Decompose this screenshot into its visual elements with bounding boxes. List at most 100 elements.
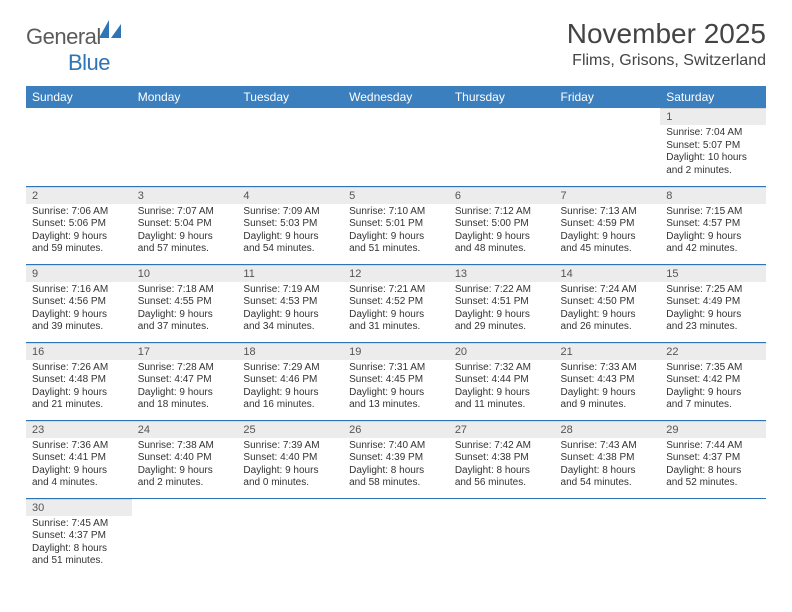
day-details: Sunrise: 7:04 AMSunset: 5:07 PMDaylight:… [660,125,766,181]
sunset-text: Sunset: 5:03 PM [243,218,337,231]
day-number: 29 [660,421,766,438]
location-text: Flims, Grisons, Switzerland [567,52,766,70]
day-details: Sunrise: 7:09 AMSunset: 5:03 PMDaylight:… [237,204,343,260]
day-number [237,499,343,503]
day-number [26,108,132,112]
day-number: 14 [555,265,661,282]
day-cell [26,108,132,186]
day-details: Sunrise: 7:42 AMSunset: 4:38 PMDaylight:… [449,438,555,494]
daylight-text: Daylight: 9 hours and 0 minutes. [243,465,337,490]
sunset-text: Sunset: 4:56 PM [32,296,126,309]
daylight-text: Daylight: 9 hours and 34 minutes. [243,309,337,334]
day-details: Sunrise: 7:38 AMSunset: 4:40 PMDaylight:… [132,438,238,494]
day-details: Sunrise: 7:36 AMSunset: 4:41 PMDaylight:… [26,438,132,494]
col-header: Sunday [26,86,132,108]
sunrise-text: Sunrise: 7:26 AM [32,362,126,375]
sunset-text: Sunset: 5:06 PM [32,218,126,231]
daylight-text: Daylight: 9 hours and 48 minutes. [455,231,549,256]
day-number [660,499,766,503]
day-number: 28 [555,421,661,438]
sunrise-text: Sunrise: 7:31 AM [349,362,443,375]
sunrise-text: Sunrise: 7:39 AM [243,440,337,453]
daylight-text: Daylight: 9 hours and 7 minutes. [666,387,760,412]
day-number [449,499,555,503]
day-number [132,499,238,503]
day-cell [343,108,449,186]
day-cell: 8Sunrise: 7:15 AMSunset: 4:57 PMDaylight… [660,186,766,264]
sunrise-text: Sunrise: 7:42 AM [455,440,549,453]
sunrise-text: Sunrise: 7:28 AM [138,362,232,375]
header-bar: GeneralBlue November 2025 Flims, Grisons… [26,18,766,76]
day-details: Sunrise: 7:26 AMSunset: 4:48 PMDaylight:… [26,360,132,416]
month-title: November 2025 [567,18,766,50]
col-header: Friday [555,86,661,108]
week-row: 9Sunrise: 7:16 AMSunset: 4:56 PMDaylight… [26,264,766,342]
day-number [555,499,661,503]
sunset-text: Sunset: 4:45 PM [349,374,443,387]
daylight-text: Daylight: 9 hours and 37 minutes. [138,309,232,334]
daylight-text: Daylight: 9 hours and 11 minutes. [455,387,549,412]
daylight-text: Daylight: 9 hours and 2 minutes. [138,465,232,490]
day-cell: 20Sunrise: 7:32 AMSunset: 4:44 PMDayligh… [449,342,555,420]
daylight-text: Daylight: 9 hours and 39 minutes. [32,309,126,334]
day-cell: 15Sunrise: 7:25 AMSunset: 4:49 PMDayligh… [660,264,766,342]
daylight-text: Daylight: 8 hours and 51 minutes. [32,543,126,568]
day-cell: 21Sunrise: 7:33 AMSunset: 4:43 PMDayligh… [555,342,661,420]
sunrise-text: Sunrise: 7:43 AM [561,440,655,453]
day-cell: 12Sunrise: 7:21 AMSunset: 4:52 PMDayligh… [343,264,449,342]
day-cell [555,108,661,186]
daylight-text: Daylight: 9 hours and 42 minutes. [666,231,760,256]
sunrise-text: Sunrise: 7:44 AM [666,440,760,453]
daylight-text: Daylight: 9 hours and 26 minutes. [561,309,655,334]
sunset-text: Sunset: 4:40 PM [243,452,337,465]
day-cell [660,498,766,576]
sunset-text: Sunset: 4:51 PM [455,296,549,309]
day-number: 8 [660,187,766,204]
day-details: Sunrise: 7:35 AMSunset: 4:42 PMDaylight:… [660,360,766,416]
sunrise-text: Sunrise: 7:38 AM [138,440,232,453]
sunset-text: Sunset: 5:07 PM [666,140,760,153]
day-number: 25 [237,421,343,438]
day-cell: 11Sunrise: 7:19 AMSunset: 4:53 PMDayligh… [237,264,343,342]
day-cell: 18Sunrise: 7:29 AMSunset: 4:46 PMDayligh… [237,342,343,420]
day-details: Sunrise: 7:15 AMSunset: 4:57 PMDaylight:… [660,204,766,260]
day-details: Sunrise: 7:24 AMSunset: 4:50 PMDaylight:… [555,282,661,338]
day-details: Sunrise: 7:43 AMSunset: 4:38 PMDaylight:… [555,438,661,494]
day-number: 19 [343,343,449,360]
day-cell: 16Sunrise: 7:26 AMSunset: 4:48 PMDayligh… [26,342,132,420]
day-number: 13 [449,265,555,282]
day-cell: 22Sunrise: 7:35 AMSunset: 4:42 PMDayligh… [660,342,766,420]
daylight-text: Daylight: 9 hours and 13 minutes. [349,387,443,412]
day-details: Sunrise: 7:10 AMSunset: 5:01 PMDaylight:… [343,204,449,260]
day-cell: 29Sunrise: 7:44 AMSunset: 4:37 PMDayligh… [660,420,766,498]
sunset-text: Sunset: 4:40 PM [138,452,232,465]
week-row: 2Sunrise: 7:06 AMSunset: 5:06 PMDaylight… [26,186,766,264]
day-cell: 5Sunrise: 7:10 AMSunset: 5:01 PMDaylight… [343,186,449,264]
day-number: 22 [660,343,766,360]
sunset-text: Sunset: 4:59 PM [561,218,655,231]
daylight-text: Daylight: 9 hours and 21 minutes. [32,387,126,412]
day-number: 18 [237,343,343,360]
day-cell: 13Sunrise: 7:22 AMSunset: 4:51 PMDayligh… [449,264,555,342]
sunset-text: Sunset: 5:01 PM [349,218,443,231]
title-block: November 2025 Flims, Grisons, Switzerlan… [567,18,766,70]
day-cell [237,108,343,186]
day-number: 17 [132,343,238,360]
brand-logo: GeneralBlue [26,18,121,76]
day-number: 4 [237,187,343,204]
daylight-text: Daylight: 8 hours and 58 minutes. [349,465,443,490]
sunrise-text: Sunrise: 7:32 AM [455,362,549,375]
day-details: Sunrise: 7:39 AMSunset: 4:40 PMDaylight:… [237,438,343,494]
daylight-text: Daylight: 9 hours and 4 minutes. [32,465,126,490]
day-number: 2 [26,187,132,204]
brand-text: GeneralBlue [26,24,121,76]
week-row: 30Sunrise: 7:45 AMSunset: 4:37 PMDayligh… [26,498,766,576]
daylight-text: Daylight: 10 hours and 2 minutes. [666,152,760,177]
day-details: Sunrise: 7:45 AMSunset: 4:37 PMDaylight:… [26,516,132,572]
week-row: 23Sunrise: 7:36 AMSunset: 4:41 PMDayligh… [26,420,766,498]
day-cell: 6Sunrise: 7:12 AMSunset: 5:00 PMDaylight… [449,186,555,264]
sunset-text: Sunset: 4:53 PM [243,296,337,309]
daylight-text: Daylight: 8 hours and 54 minutes. [561,465,655,490]
sunrise-text: Sunrise: 7:18 AM [138,284,232,297]
day-cell: 10Sunrise: 7:18 AMSunset: 4:55 PMDayligh… [132,264,238,342]
